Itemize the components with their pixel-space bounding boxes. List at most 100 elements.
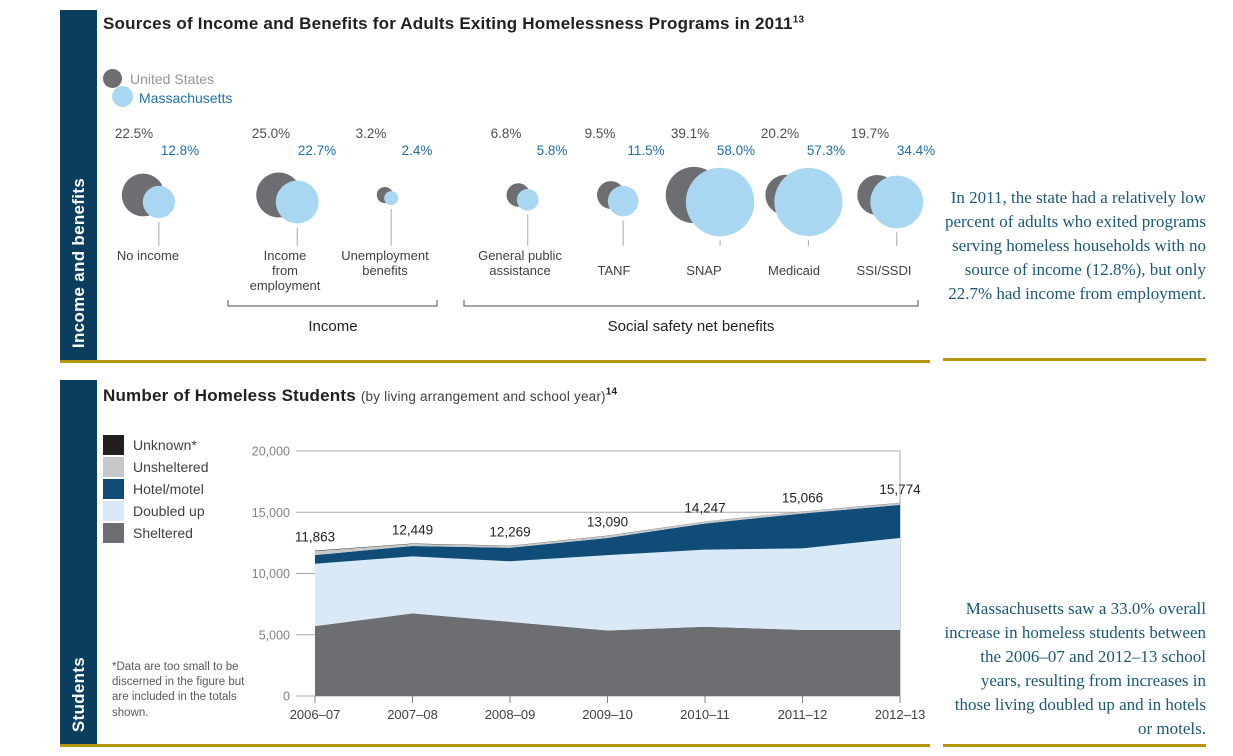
legend-swatch-unknown	[103, 435, 124, 455]
svg-text:2007–08: 2007–08	[387, 707, 438, 722]
svg-text:34.4%: 34.4%	[897, 143, 935, 158]
svg-text:15,066: 15,066	[782, 490, 823, 505]
svg-text:20,000: 20,000	[252, 445, 290, 459]
ma-legend-label: Massachusetts	[139, 90, 233, 106]
title-text: Number of Homeless Students	[103, 386, 356, 405]
svg-text:from: from	[272, 263, 298, 278]
svg-text:2006–07: 2006–07	[290, 707, 341, 722]
legend-item-doubled-up: Doubled up	[103, 500, 209, 522]
us-legend-label: United States	[130, 71, 215, 87]
chart-title-income-benefits: Sources of Income and Benefits for Adult…	[103, 14, 923, 34]
legend-swatch-hotel-motel	[103, 479, 124, 499]
bubble-ma-7	[870, 175, 924, 229]
svg-text:57.3%: 57.3%	[807, 143, 845, 158]
svg-text:Social safety net benefits: Social safety net benefits	[608, 318, 775, 335]
ma-legend-dot	[112, 86, 133, 107]
gold-rule-section2-right	[943, 744, 1206, 747]
svg-text:TANF: TANF	[598, 263, 631, 278]
svg-text:benefits: benefits	[362, 263, 408, 278]
svg-text:General public: General public	[478, 248, 562, 263]
footnote-ref-14: 14	[605, 386, 618, 398]
section-tab-students: Students	[60, 380, 97, 744]
bubble-ma-1	[275, 180, 319, 224]
svg-text:12,449: 12,449	[392, 522, 433, 537]
bubble-ma-2	[384, 191, 399, 206]
area-doubled-up	[315, 537, 900, 631]
legend-item-unknown: Unknown*	[103, 434, 209, 456]
area-hotel-motel	[315, 504, 900, 564]
svg-text:58.0%: 58.0%	[717, 143, 755, 158]
svg-text:Unemployment: Unemployment	[341, 248, 429, 263]
bubble-ma-4	[607, 185, 639, 217]
callout-income-benefits: In 2011, the state had a relatively low …	[944, 188, 1206, 303]
legend-item-unsheltered: Unsheltered	[103, 456, 209, 478]
svg-text:14,247: 14,247	[684, 500, 725, 515]
svg-text:19.7%: 19.7%	[851, 126, 889, 141]
section-tab-income-and-benefits: Income and benefits	[60, 10, 97, 360]
legend-item-hotel-motel: Hotel/motel	[103, 478, 209, 500]
svg-text:22.7%: 22.7%	[298, 143, 336, 158]
legend-item-sheltered: Sheltered	[103, 522, 209, 544]
svg-text:6.8%: 6.8%	[491, 126, 522, 141]
svg-text:20.2%: 20.2%	[761, 126, 799, 141]
svg-text:9.5%: 9.5%	[585, 126, 616, 141]
svg-text:SNAP: SNAP	[686, 263, 721, 278]
svg-text:employment: employment	[250, 278, 321, 293]
bubble-chart-legend: United States Massachusetts	[103, 67, 323, 115]
legend-label: Sheltered	[133, 525, 193, 541]
title-subtitle: (by living arrangement and school year)	[360, 389, 606, 404]
legend-label: Doubled up	[133, 503, 205, 519]
area-unsheltered	[315, 502, 900, 556]
svg-text:11.5%: 11.5%	[627, 143, 664, 158]
legend-label: Unsheltered	[133, 459, 209, 475]
gold-rule-section1-left	[60, 360, 930, 363]
us-legend-dot	[103, 69, 122, 88]
legend-label: Hotel/motel	[133, 481, 204, 497]
bubble-ma-3	[516, 188, 539, 211]
svg-text:SSI/SSDI: SSI/SSDI	[857, 263, 912, 278]
legend-swatch-doubled-up	[103, 501, 124, 521]
svg-text:assistance: assistance	[489, 263, 550, 278]
callout-students: Massachusetts saw a 33.0% overall increa…	[944, 599, 1206, 738]
title-text: Sources of Income and Benefits for Adult…	[103, 14, 793, 33]
svg-text:2010–11: 2010–11	[680, 707, 730, 722]
svg-text:5,000: 5,000	[259, 628, 290, 642]
svg-text:22.5%: 22.5%	[115, 126, 153, 141]
svg-text:Income: Income	[264, 248, 307, 263]
svg-text:0: 0	[283, 690, 290, 704]
legend-swatch-unsheltered	[103, 457, 124, 477]
gold-rule-section2-left	[60, 744, 930, 747]
svg-text:13,090: 13,090	[587, 515, 628, 530]
svg-text:12,269: 12,269	[489, 525, 530, 540]
svg-text:2009–10: 2009–10	[582, 707, 633, 722]
svg-text:5.8%: 5.8%	[537, 143, 568, 158]
bubble-ma-6	[774, 167, 843, 237]
svg-text:Income: Income	[308, 318, 357, 335]
svg-text:2.4%: 2.4%	[402, 143, 433, 158]
area-chart-legend: Unknown* Unsheltered Hotel/motel Doubled…	[103, 434, 209, 544]
bubble-ma-5	[685, 167, 755, 237]
bubble-ma-0	[142, 185, 175, 219]
svg-text:15,000: 15,000	[252, 506, 290, 520]
svg-text:12.8%: 12.8%	[161, 143, 199, 158]
svg-text:2012–13: 2012–13	[875, 707, 926, 722]
legend-label: Unknown*	[133, 437, 197, 453]
svg-text:15,774: 15,774	[879, 482, 921, 497]
svg-text:10,000: 10,000	[252, 567, 290, 581]
svg-text:3.2%: 3.2%	[356, 126, 387, 141]
chart-footnote: *Data are too small to be discerned in t…	[112, 661, 245, 719]
area-sheltered	[315, 613, 900, 696]
income-benefits-bubble-chart: 22.5%12.8%No income25.0%22.7%Incomefrome…	[115, 126, 935, 335]
chart-title-homeless-students: Number of Homeless Students (by living a…	[103, 386, 923, 406]
homeless-students-area-chart: 0 5,000 10,000 15,000 20,000 2006–07 2007–08 20…	[252, 445, 926, 723]
svg-text:Medicaid: Medicaid	[768, 263, 820, 278]
svg-text:11,863: 11,863	[295, 530, 335, 545]
sidebar-label: Students	[68, 656, 88, 732]
svg-text:25.0%: 25.0%	[252, 126, 290, 141]
sidebar-label: Income and benefits	[68, 177, 88, 348]
svg-text:2011–12: 2011–12	[778, 707, 828, 722]
svg-text:No income: No income	[117, 248, 179, 263]
svg-text:2008–09: 2008–09	[485, 707, 536, 722]
legend-swatch-sheltered	[103, 523, 124, 543]
